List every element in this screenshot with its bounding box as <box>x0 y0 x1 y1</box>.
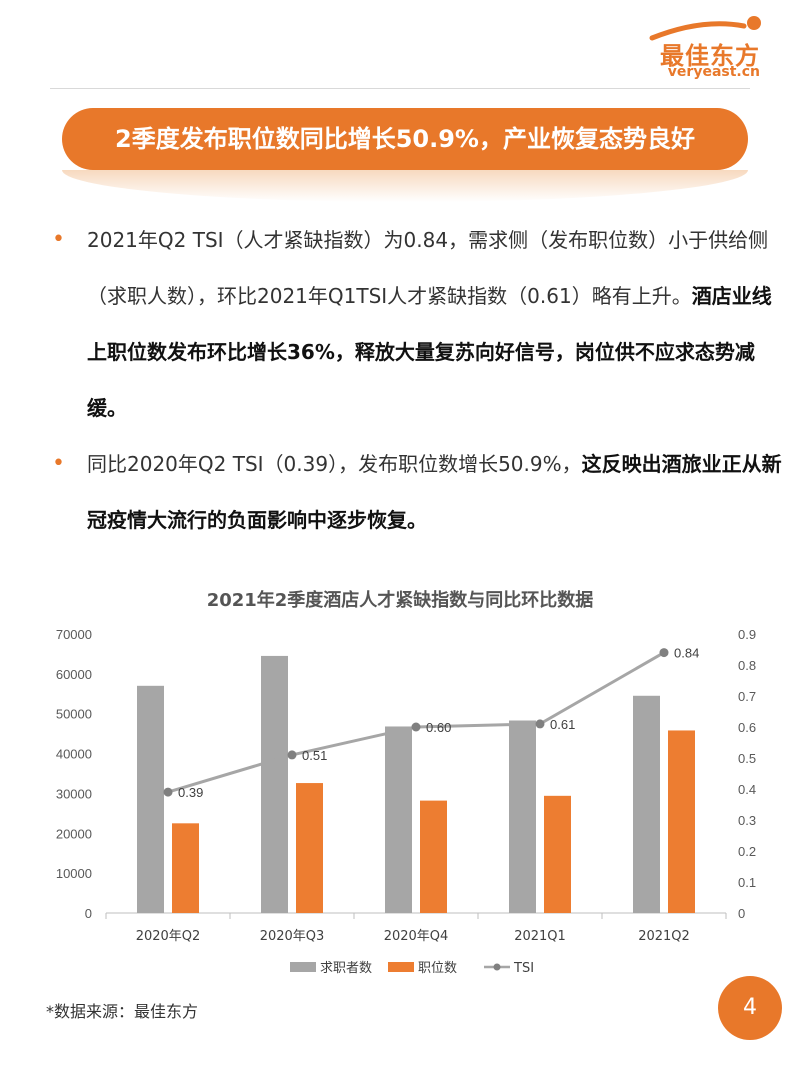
y-right-tick-label: 0.8 <box>738 658 756 673</box>
legend-label: TSI <box>513 961 534 976</box>
tsi-point <box>659 648 669 658</box>
tsi-point <box>535 719 545 729</box>
logo-chinese-name: 最佳东方 <box>660 42 760 70</box>
bullet-bold-text: 这反映出酒旅业正从新冠疫情大流行的负面影响中逐步恢复。 <box>87 452 782 532</box>
chart-title: 2021年2季度酒店人才紧缺指数与同比环比数据 <box>206 590 594 611</box>
bullet-list: • 2021年Q2 TSI（人才紧缺指数）为0.84，需求侧（发布职位数）小于供给… <box>52 212 782 548</box>
bar-求职者数 <box>385 726 412 913</box>
legend-swatch <box>290 962 316 972</box>
bullet-text: 2021年Q2 TSI（人才紧缺指数）为0.84，需求侧（发布职位数）小于供给侧… <box>87 228 769 308</box>
y-left-tick-label: 10000 <box>56 866 92 881</box>
legend-swatch <box>388 962 414 972</box>
bar-职位数 <box>296 783 323 913</box>
data-source-note: *数据来源：最佳东方 <box>46 1002 199 1021</box>
bullet-dot-icon: • <box>52 227 65 252</box>
x-category-label: 2020年Q4 <box>384 929 449 944</box>
brand-logo: 最佳东方 veryeast.cn <box>622 14 762 80</box>
y-right-tick-label: 0.7 <box>738 689 756 704</box>
x-category-label: 2020年Q2 <box>136 929 201 944</box>
y-right-tick-label: 0.4 <box>738 782 756 797</box>
y-right-tick-label: 0.2 <box>738 844 756 859</box>
bullet-item: • 2021年Q2 TSI（人才紧缺指数）为0.84，需求侧（发布职位数）小于供给… <box>52 212 782 436</box>
tsi-data-label: 0.61 <box>550 717 575 732</box>
y-left-tick-label: 50000 <box>56 707 92 722</box>
x-category-label: 2021Q2 <box>638 929 690 944</box>
header-divider <box>50 88 750 89</box>
bar-求职者数 <box>137 685 164 913</box>
y-left-tick-label: 40000 <box>56 747 92 762</box>
tsi-data-label: 0.39 <box>178 785 203 800</box>
bullet-dot-icon: • <box>52 451 65 476</box>
legend-label: 求职者数 <box>320 961 372 976</box>
legend-label: 职位数 <box>418 961 457 976</box>
tsi-data-label: 0.51 <box>302 748 327 763</box>
tsi-point <box>163 787 173 797</box>
bullet-text: 同比2020年Q2 TSI（0.39），发布职位数增长50.9%， <box>87 452 582 476</box>
tsi-data-label: 0.60 <box>426 720 451 735</box>
y-right-tick-label: 0.1 <box>738 875 756 890</box>
bar-职位数 <box>544 795 571 913</box>
banner-shadow <box>62 170 748 202</box>
y-right-tick-label: 0.9 <box>738 627 756 642</box>
tsi-point <box>411 722 421 732</box>
bar-求职者数 <box>633 695 660 913</box>
y-right-tick-label: 0.3 <box>738 813 756 828</box>
y-left-tick-label: 60000 <box>56 667 92 682</box>
bullet-bold-text: 酒店业线上职位数发布环比增长36%，释放大量复苏向好信号，岗位供不应求态势减缓。 <box>87 284 772 420</box>
tsi-line <box>167 651 665 794</box>
x-category-label: 2021Q1 <box>514 929 566 944</box>
logo-swoosh-icon <box>649 16 761 41</box>
y-left-tick-label: 0 <box>85 906 92 921</box>
tsi-data-label: 0.84 <box>674 646 699 661</box>
y-right-tick-label: 0.6 <box>738 720 756 735</box>
legend-swatch-point <box>493 963 501 971</box>
bar-求职者数 <box>509 720 536 913</box>
combo-chart: 0 10000 20000 30000 40000 50000 60000 70000 0 0.1… <box>56 627 756 976</box>
y-left-tick-label: 20000 <box>56 826 92 841</box>
bullet-item: • 同比2020年Q2 TSI（0.39），发布职位数增长50.9%，这反映出酒旅… <box>52 436 782 548</box>
tsi-point <box>287 750 297 760</box>
page-number: 4 <box>718 976 782 1040</box>
y-right-tick-label: 0 <box>738 906 745 921</box>
y-left-tick-label: 30000 <box>56 786 92 801</box>
x-category-label: 2020年Q3 <box>260 929 325 944</box>
y-right-tick-label: 0.5 <box>738 751 756 766</box>
bar-职位数 <box>420 800 447 913</box>
y-left-tick-label: 70000 <box>56 627 92 642</box>
bar-职位数 <box>172 823 199 913</box>
section-banner: 2季度发布职位数同比增长50.9%，产业恢复态势良好 <box>62 108 748 170</box>
bar-求职者数 <box>261 655 288 913</box>
bar-职位数 <box>668 730 695 913</box>
logo-domain: veryeast.cn <box>667 64 760 80</box>
